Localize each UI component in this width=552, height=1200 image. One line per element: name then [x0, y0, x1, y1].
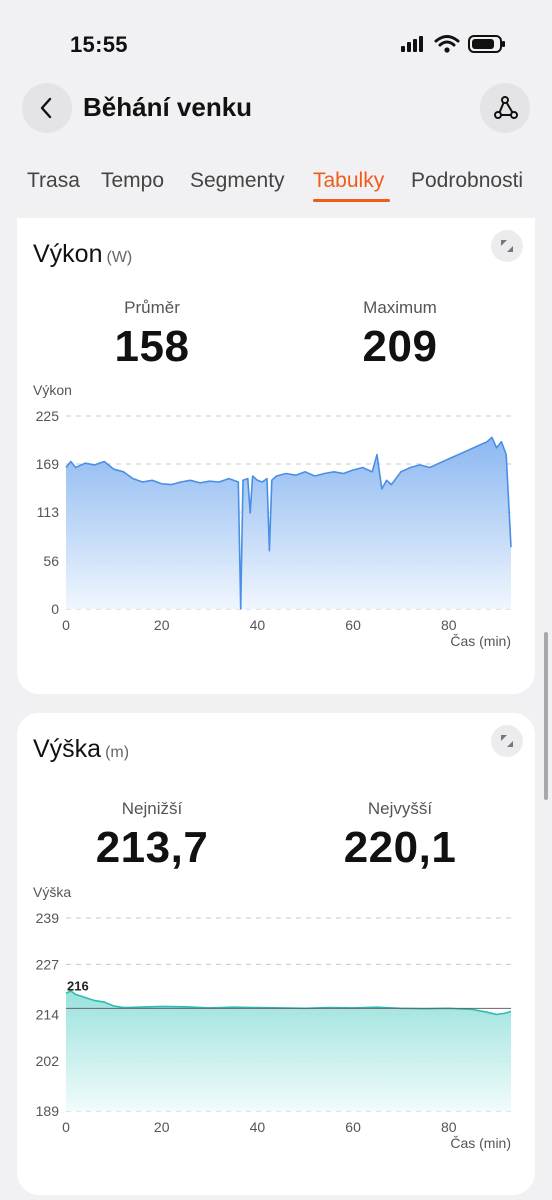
altitude-x-tick-label: 20	[154, 1119, 170, 1135]
power-x-tick-label: 20	[154, 617, 170, 633]
tab-podrobnosti[interactable]: Podrobnosti	[411, 169, 524, 192]
altitude-title: Výška (m)	[33, 735, 129, 764]
power-maximum-label: Maximum	[363, 298, 437, 317]
altitude-highest-value: 220,1	[343, 823, 457, 872]
status-icons	[400, 34, 506, 54]
power-average-value: 158	[114, 322, 190, 371]
power-unit: (W)	[106, 249, 133, 266]
back-button[interactable]	[22, 83, 72, 133]
altitude-lowest-stat: Nejnižší 213,7	[52, 799, 252, 873]
page-title: Běhání venku	[83, 92, 253, 122]
power-y-tick-label: 0	[51, 601, 59, 617]
active-tab-indicator	[313, 199, 390, 202]
power-area	[66, 437, 511, 609]
power-y-axis-label: Výkon	[33, 382, 72, 398]
scrollbar[interactable]	[544, 632, 548, 800]
altitude-y-tick-label: 239	[36, 910, 60, 926]
power-y-tick-label: 169	[36, 456, 60, 472]
power-y-tick-label: 56	[43, 553, 59, 569]
tab-bar: Trasa Tempo Segmenty Tabulky Podrobnosti	[0, 165, 552, 205]
altitude-x-tick-label: 80	[441, 1119, 457, 1135]
power-x-tick-label: 0	[62, 617, 70, 633]
altitude-highest-stat: Nejvyšší 220,1	[300, 799, 500, 873]
altitude-unit: (m)	[105, 744, 130, 761]
power-average-stat: Průměr 158	[52, 298, 252, 372]
power-maximum-value: 209	[362, 322, 438, 371]
altitude-y-tick-label: 202	[36, 1053, 60, 1069]
battery-icon	[468, 35, 505, 53]
tab-tabulky[interactable]: Tabulky	[313, 169, 385, 192]
altitude-area	[66, 991, 511, 1111]
altitude-annotation: 216	[67, 978, 89, 993]
power-x-tick-label: 60	[345, 617, 361, 633]
altitude-x-axis-label: Čas (min)	[450, 1135, 511, 1151]
altitude-expand-button[interactable]	[491, 725, 523, 757]
expand-icon	[501, 735, 513, 747]
altitude-x-tick-label: 60	[345, 1119, 361, 1135]
altitude-card: Výška (m) Nejnižší 213,7 Nejvyšší 220,1 V…	[17, 713, 535, 1195]
power-line	[65, 436, 512, 610]
power-title: Výkon (W)	[33, 240, 132, 269]
status-time: 15:55	[70, 32, 128, 57]
status-bar: 15:55	[0, 0, 552, 80]
expand-icon	[501, 240, 513, 252]
power-maximum-stat: Maximum 209	[300, 298, 500, 372]
altitude-y-tick-label: 189	[36, 1103, 60, 1119]
chevron-left-icon	[40, 97, 52, 119]
altitude-lowest-value: 213,7	[95, 823, 209, 872]
power-average-label: Průměr	[124, 298, 180, 317]
power-y-tick-label: 225	[36, 408, 60, 424]
altitude-highest-label: Nejvyšší	[367, 799, 433, 818]
tab-tempo[interactable]: Tempo	[101, 169, 165, 192]
power-x-tick-label: 40	[250, 617, 266, 633]
power-expand-button[interactable]	[491, 230, 523, 262]
altitude-title-text: Výška	[33, 735, 102, 763]
altitude-y-tick-label: 227	[36, 956, 60, 972]
power-y-tick-label: 113	[37, 504, 60, 520]
route-icon	[494, 96, 518, 119]
power-card: Výkon (W) Průměr 158 Maximum 209 Výkon 0 56…	[17, 218, 535, 694]
tab-trasa[interactable]: Trasa	[27, 169, 80, 192]
altitude-y-tick-label: 214	[36, 1007, 60, 1023]
wifi-icon	[434, 35, 460, 53]
power-x-tick-label: 80	[441, 617, 457, 633]
tab-segmenty[interactable]: Segmenty	[190, 169, 285, 192]
power-x-axis-label: Čas (min)	[450, 633, 511, 649]
header: Běhání venku	[0, 80, 552, 140]
signal-icon	[401, 36, 423, 52]
altitude-x-tick-label: 0	[62, 1119, 70, 1135]
altitude-x-tick-label: 40	[250, 1119, 266, 1135]
altitude-line	[65, 990, 512, 1016]
route-button[interactable]	[480, 83, 530, 133]
power-title-text: Výkon	[33, 240, 103, 268]
altitude-y-axis-label: Výška	[33, 884, 71, 900]
altitude-lowest-label: Nejnižší	[121, 799, 183, 818]
